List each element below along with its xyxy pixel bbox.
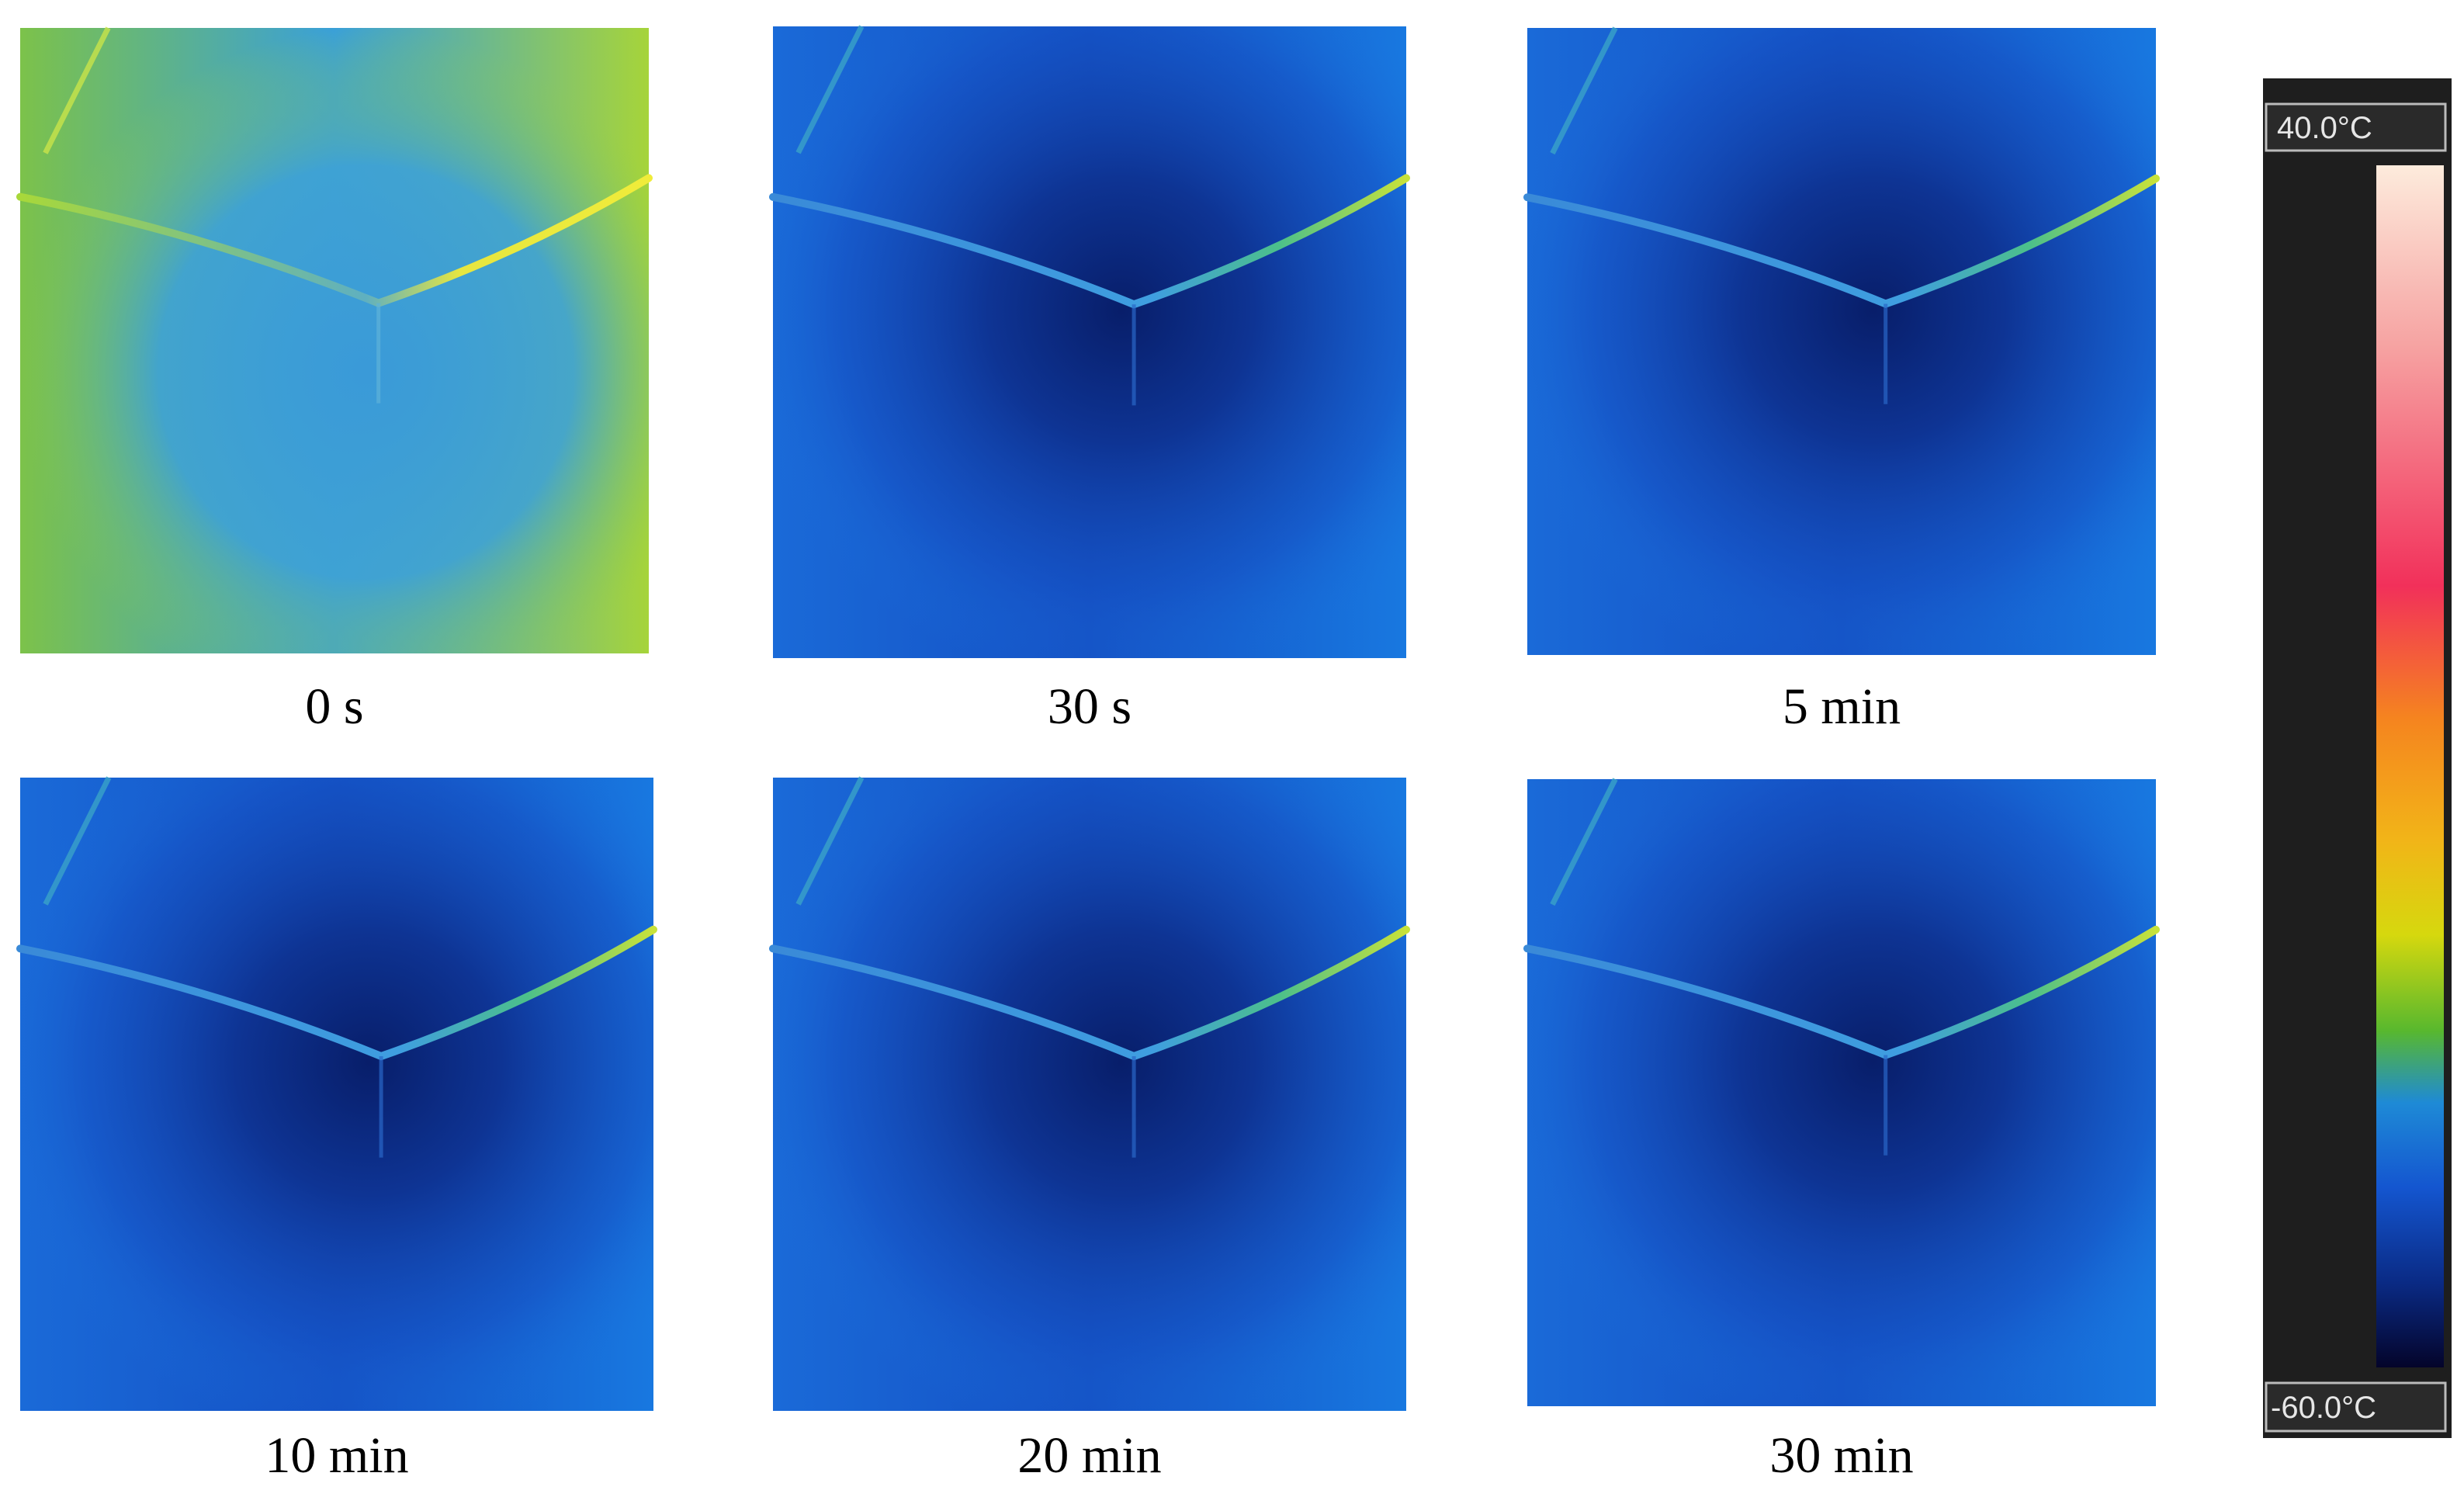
edge-line bbox=[1523, 925, 2160, 1059]
thermal-panel bbox=[1523, 26, 2160, 655]
panel-center bbox=[20, 778, 653, 1411]
panel-label: 20 min bbox=[1017, 1427, 1161, 1484]
colorbar-min-label: -60.0°C bbox=[2271, 1391, 2376, 1425]
panel-center bbox=[20, 28, 649, 653]
colorbar-min-box bbox=[2265, 1381, 2447, 1433]
diagonal-line bbox=[43, 776, 112, 906]
edge-line bbox=[769, 174, 1410, 309]
edge-line bbox=[769, 925, 1410, 1061]
diagonal-line bbox=[1550, 778, 1618, 906]
thermal-panel bbox=[1523, 778, 2160, 1406]
diagonal-line bbox=[1550, 26, 1618, 155]
edge-line bbox=[16, 925, 657, 1061]
thermal-panel bbox=[16, 26, 653, 653]
panel-label: 30 s bbox=[1048, 678, 1131, 735]
diagonal-line bbox=[795, 776, 865, 906]
colorbar-max-label: 40.0°C bbox=[2277, 111, 2372, 145]
panel-center bbox=[773, 778, 1406, 1411]
panel-center bbox=[1527, 28, 2156, 655]
panel-center bbox=[1527, 779, 2156, 1406]
thermal-panel bbox=[769, 776, 1410, 1411]
colorbar-scale bbox=[2376, 165, 2444, 1367]
edge-line bbox=[16, 174, 653, 307]
panel-label: 5 min bbox=[1783, 678, 1901, 735]
colorbar-max-box bbox=[2265, 102, 2447, 152]
edge-line bbox=[1523, 174, 2160, 308]
thermal-panel bbox=[769, 25, 1410, 658]
panel-center bbox=[773, 26, 1406, 658]
panel-label: 10 min bbox=[265, 1427, 408, 1484]
colorbar: 40.0°C -60.0°C bbox=[2263, 78, 2452, 1438]
thermal-panel bbox=[16, 776, 657, 1411]
diagonal-line bbox=[43, 26, 111, 154]
panel-label: 30 min bbox=[1769, 1427, 1913, 1484]
diagonal-line bbox=[795, 25, 865, 154]
panel-label: 0 s bbox=[305, 678, 363, 735]
